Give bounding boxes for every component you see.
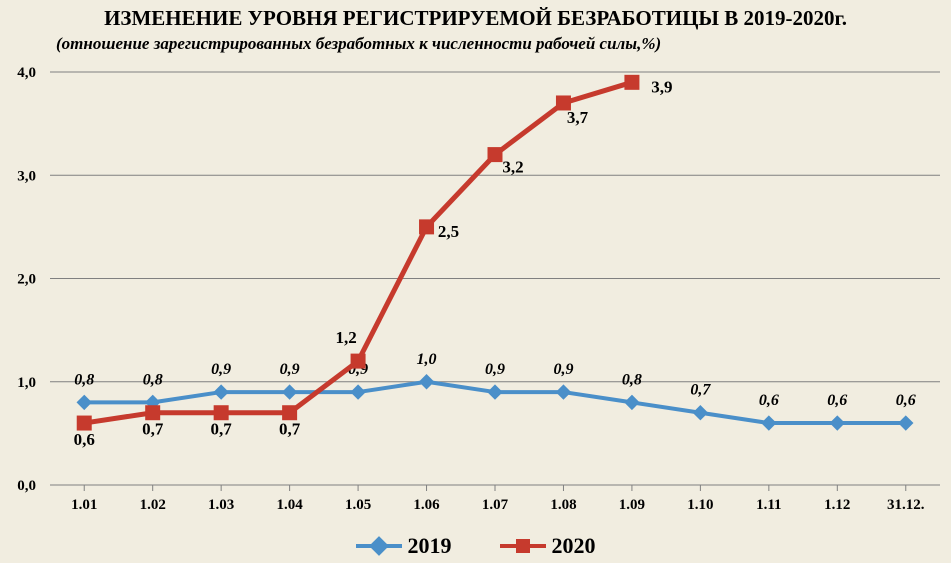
marker-square [146, 406, 160, 420]
data-label: 0,6 [827, 392, 847, 409]
x-tick-label: 1.02 [140, 497, 166, 513]
marker-square [625, 75, 639, 89]
data-label: 0,7 [142, 420, 164, 439]
data-label: 0,9 [280, 361, 300, 378]
marker-diamond [556, 385, 570, 399]
data-label: 0,9 [211, 361, 231, 378]
legend-label: 2019 [408, 533, 452, 559]
marker-diamond [762, 416, 776, 430]
data-label: 0,8 [143, 371, 163, 388]
x-tick-label: 1.12 [824, 497, 850, 513]
marker-diamond [693, 406, 707, 420]
marker-square [488, 148, 502, 162]
diamond-icon [369, 536, 389, 556]
marker-diamond [283, 385, 297, 399]
data-label: 1,2 [335, 328, 356, 347]
y-tick-label: 2,0 [17, 272, 36, 288]
x-tick-label: 1.10 [687, 497, 713, 513]
x-tick-label: 31.12. [887, 497, 925, 513]
legend-item-2019: 2019 [356, 533, 452, 559]
x-tick-label: 1.09 [619, 497, 645, 513]
marker-diamond [214, 385, 228, 399]
marker-square [420, 220, 434, 234]
x-tick-label: 1.11 [756, 497, 781, 513]
data-label: 0,8 [74, 371, 94, 388]
x-tick-label: 1.07 [482, 497, 509, 513]
data-label: 0,6 [74, 430, 95, 449]
data-label: 0,7 [211, 420, 233, 439]
marker-diamond [77, 395, 91, 409]
x-tick-label: 1.08 [550, 497, 576, 513]
y-tick-label: 3,0 [17, 168, 36, 184]
legend-item-2020: 2020 [500, 533, 596, 559]
marker-square [214, 406, 228, 420]
data-label: 3,2 [502, 158, 523, 177]
marker-diamond [420, 375, 434, 389]
marker-square [283, 406, 297, 420]
data-label: 0,9 [485, 361, 505, 378]
data-label: 0,9 [553, 361, 573, 378]
marker-diamond [351, 385, 365, 399]
square-icon [516, 539, 530, 553]
chart-root: { "title": "ИЗМЕНЕНИЕ УРОВНЯ РЕГИСТРИРУЕ… [0, 0, 951, 563]
legend-label: 2020 [552, 533, 596, 559]
data-label: 3,7 [567, 108, 589, 127]
data-label: 3,9 [651, 77, 672, 96]
marker-diamond [899, 416, 913, 430]
marker-square [351, 354, 365, 368]
x-tick-label: 1.06 [413, 497, 440, 513]
data-label: 0,7 [279, 420, 301, 439]
data-label: 0,6 [896, 392, 916, 409]
marker-diamond [488, 385, 502, 399]
x-tick-label: 1.01 [71, 497, 97, 513]
legend-line [356, 544, 402, 548]
data-label: 0,7 [690, 382, 711, 399]
chart-svg: 0,0 1,0 2,0 3,0 4,0 1.01 1.02 1.03 1.04 1.05 1.06 1… [0, 0, 951, 563]
marker-square [77, 416, 91, 430]
x-tick-label: 1.05 [345, 497, 371, 513]
data-label: 2,5 [438, 222, 459, 241]
marker-diamond [830, 416, 844, 430]
y-tick-label: 0,0 [17, 478, 36, 494]
legend-line [500, 544, 546, 548]
chart-legend: 2019 2020 [0, 528, 951, 559]
data-label: 1,0 [417, 351, 437, 368]
data-label: 0,6 [759, 392, 779, 409]
data-label: 0,8 [622, 371, 642, 388]
marker-diamond [625, 395, 639, 409]
x-tick-label: 1.03 [208, 497, 234, 513]
x-tick-label: 1.04 [276, 497, 303, 513]
y-tick-label: 1,0 [17, 375, 36, 391]
y-tick-label: 4,0 [17, 65, 36, 81]
